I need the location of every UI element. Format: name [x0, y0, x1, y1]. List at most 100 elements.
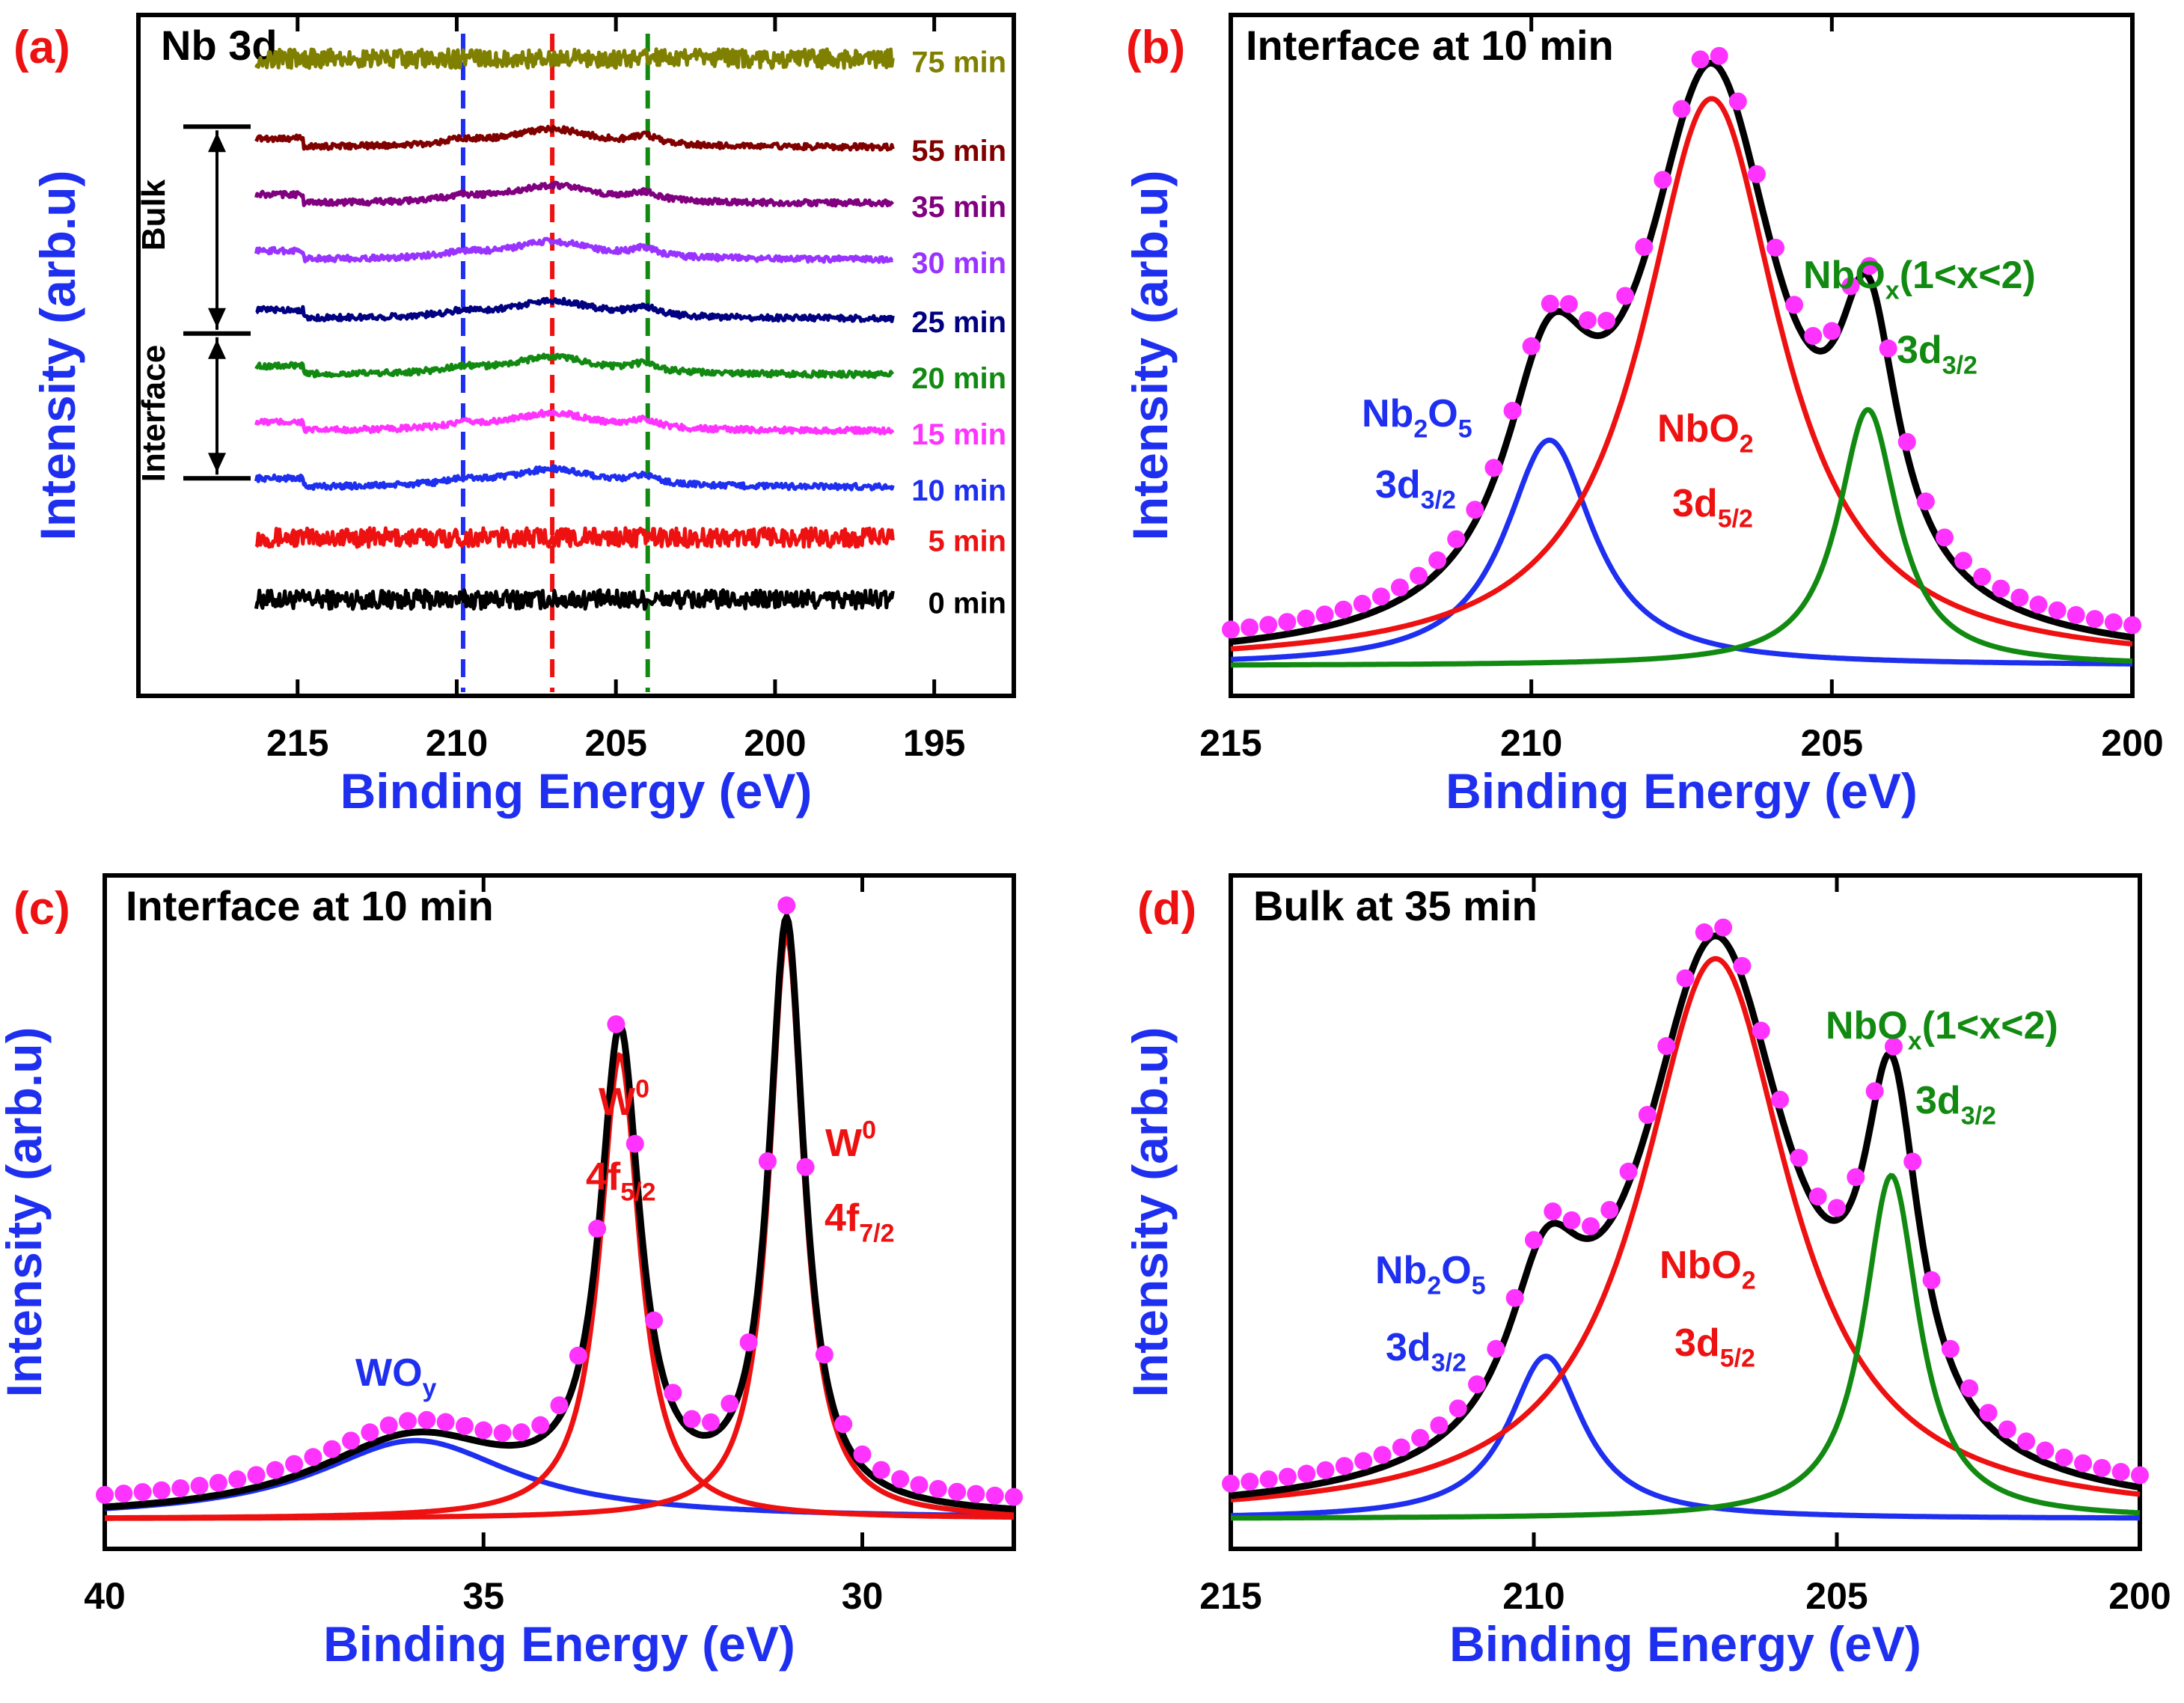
data-point: [625, 1134, 644, 1153]
x-tick-label: 215: [1199, 1575, 1261, 1617]
panel-label: (d): [1137, 883, 1196, 935]
fit-envelope: [1230, 932, 2141, 1499]
peak-label: 3d5/2: [1674, 1321, 1755, 1373]
data-point: [569, 1346, 587, 1365]
x-tick-label: 40: [84, 1575, 126, 1617]
series-line: [255, 296, 895, 323]
data-point: [985, 1486, 1004, 1505]
data-point: [1334, 600, 1353, 619]
data-point: [1785, 296, 1804, 314]
data-point: [967, 1485, 985, 1503]
x-tick-label: 205: [1805, 1575, 1868, 1617]
data-point: [1487, 1339, 1505, 1358]
component-peak: [1230, 437, 2132, 667]
series-line: [254, 236, 894, 264]
data-point: [1884, 1037, 1903, 1056]
x-tick-label: 200: [2101, 722, 2163, 764]
data-point: [1597, 311, 1616, 330]
peak-label: 4f7/2: [825, 1196, 895, 1248]
component-peak: [105, 928, 1015, 1521]
peak-label-part: NbO: [1826, 1004, 1908, 1048]
data-point: [1466, 501, 1484, 519]
peak-label-part: 4f: [586, 1155, 621, 1199]
panel-title: Interface at 10 min: [126, 882, 494, 929]
data-point: [853, 1445, 872, 1464]
arrow-head: [208, 308, 226, 328]
data-point: [342, 1431, 361, 1450]
data-point: [1922, 1271, 1941, 1289]
data-point: [2104, 613, 2123, 632]
peak-label: 3d3/2: [1375, 463, 1456, 515]
x-tick-label: 35: [462, 1575, 504, 1617]
component-peak: [1231, 1172, 2141, 1521]
data-point: [777, 896, 796, 915]
data-point: [512, 1423, 530, 1442]
peak-label-part: 3/2: [1961, 1102, 1996, 1131]
data-point: [1916, 492, 1935, 511]
data-point: [1695, 923, 1713, 942]
peak-label-part: 3/2: [1431, 1349, 1466, 1378]
series-label: 0 min: [929, 587, 1006, 620]
data-point: [1449, 1399, 1467, 1418]
data-point: [1410, 566, 1428, 585]
data-point: [1847, 1168, 1865, 1187]
data-point: [436, 1413, 455, 1431]
data-point: [1691, 50, 1710, 69]
data-point: [1278, 1467, 1297, 1486]
data-point: [1335, 1457, 1353, 1476]
x-axis-label: Binding Energy (eV): [323, 1616, 795, 1672]
data-point: [1505, 1288, 1524, 1307]
peak-label-part: O: [1441, 1249, 1471, 1292]
data-point: [171, 1479, 190, 1497]
x-tick-label: 210: [1502, 1575, 1564, 1617]
data-point: [891, 1470, 910, 1488]
arrow-head: [208, 453, 226, 473]
peak-label-part: (1<x<2): [1922, 1004, 2058, 1048]
panel-b: 215 210 205 200 Binding Energy (eV) Intensity…: [1122, 13, 2164, 819]
peak-label-part: 3d: [1386, 1326, 1431, 1369]
data-point: [304, 1448, 322, 1467]
x-tick-label: 195: [903, 722, 965, 764]
data-point: [1903, 1152, 1922, 1171]
peak-label-part: 3d: [1915, 1079, 1961, 1122]
data-point: [1600, 1200, 1619, 1219]
data-point: [1411, 1428, 1430, 1447]
data-point: [1973, 567, 1992, 586]
data-point: [379, 1416, 398, 1434]
data-point: [721, 1394, 739, 1413]
peak-label-part: x: [1908, 1027, 1922, 1056]
peak-label: Nb2O5: [1375, 1249, 1486, 1300]
data-point: [1654, 171, 1672, 189]
data-point: [493, 1424, 512, 1443]
data-point: [2074, 1454, 2093, 1473]
series-line: [254, 588, 895, 611]
peak-label: 3d5/2: [1672, 482, 1753, 533]
series-label: 30 min: [911, 247, 1006, 280]
data-point: [1578, 311, 1597, 330]
data-point: [1428, 551, 1447, 569]
data-point: [1484, 459, 1503, 477]
data-point: [1581, 1217, 1600, 1235]
data-point: [1747, 165, 1766, 183]
fit-envelope: [104, 908, 1015, 1513]
peak-label: NbOx(1<x<2): [1826, 1004, 2058, 1056]
component-peak: [1231, 406, 2133, 668]
panel-label: (c): [13, 883, 70, 935]
series-label: 25 min: [911, 306, 1006, 339]
arrow-head: [208, 339, 226, 359]
data-point: [1278, 613, 1297, 632]
data-point: [266, 1461, 284, 1479]
peak-label-part: 3d: [1674, 1321, 1720, 1365]
data-point: [2017, 1432, 2036, 1451]
peak-label-part: Nb: [1375, 1249, 1427, 1292]
series-label: 15 min: [911, 418, 1006, 451]
data-point: [1767, 238, 1785, 257]
peak-label: WOy: [355, 1351, 437, 1403]
peak-label-part: O: [1428, 392, 1457, 435]
series-line: [254, 464, 895, 492]
data-point: [228, 1470, 247, 1489]
data-point: [2036, 1441, 2055, 1460]
plot-frame: [1229, 13, 2135, 698]
x-tick-label: 210: [1500, 722, 1562, 764]
data-point: [531, 1416, 550, 1434]
